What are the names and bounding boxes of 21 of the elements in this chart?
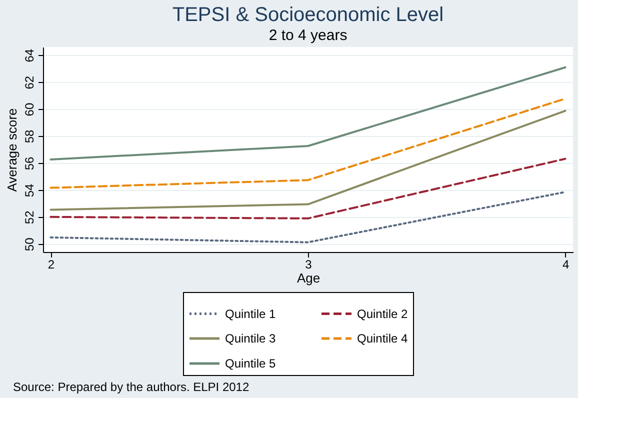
legend-label: Quintile 3 [225,332,276,346]
legend-label: Quintile 5 [225,356,276,370]
x-tick-label: 3 [305,258,312,272]
y-tick-label: 62 [22,76,36,90]
y-tick-label: 60 [22,102,36,116]
source-note: Source: Prepared by the authors. ELPI 2012 [13,380,250,394]
x-axis-title: Age [296,270,320,286]
chart-title: TEPSI & Socioeconomic Level [172,4,444,26]
y-tick-label: 58 [22,130,36,144]
y-tick-label: 54 [22,183,36,198]
x-tick-label: 2 [48,258,55,272]
y-tick-label: 64 [22,48,36,62]
y-tick-label: 52 [22,210,36,224]
x-tick-label: 4 [562,258,570,272]
legend-label: Quintile 4 [357,332,408,346]
y-axis-title: Average score [4,108,20,192]
legend-label: Quintile 1 [225,306,276,321]
y-tick-label: 50 [22,237,36,252]
y-tick-label: 56 [22,156,36,170]
legend-label: Quintile 2 [357,306,408,321]
chart-subtitle: 2 to 4 years [268,27,348,44]
